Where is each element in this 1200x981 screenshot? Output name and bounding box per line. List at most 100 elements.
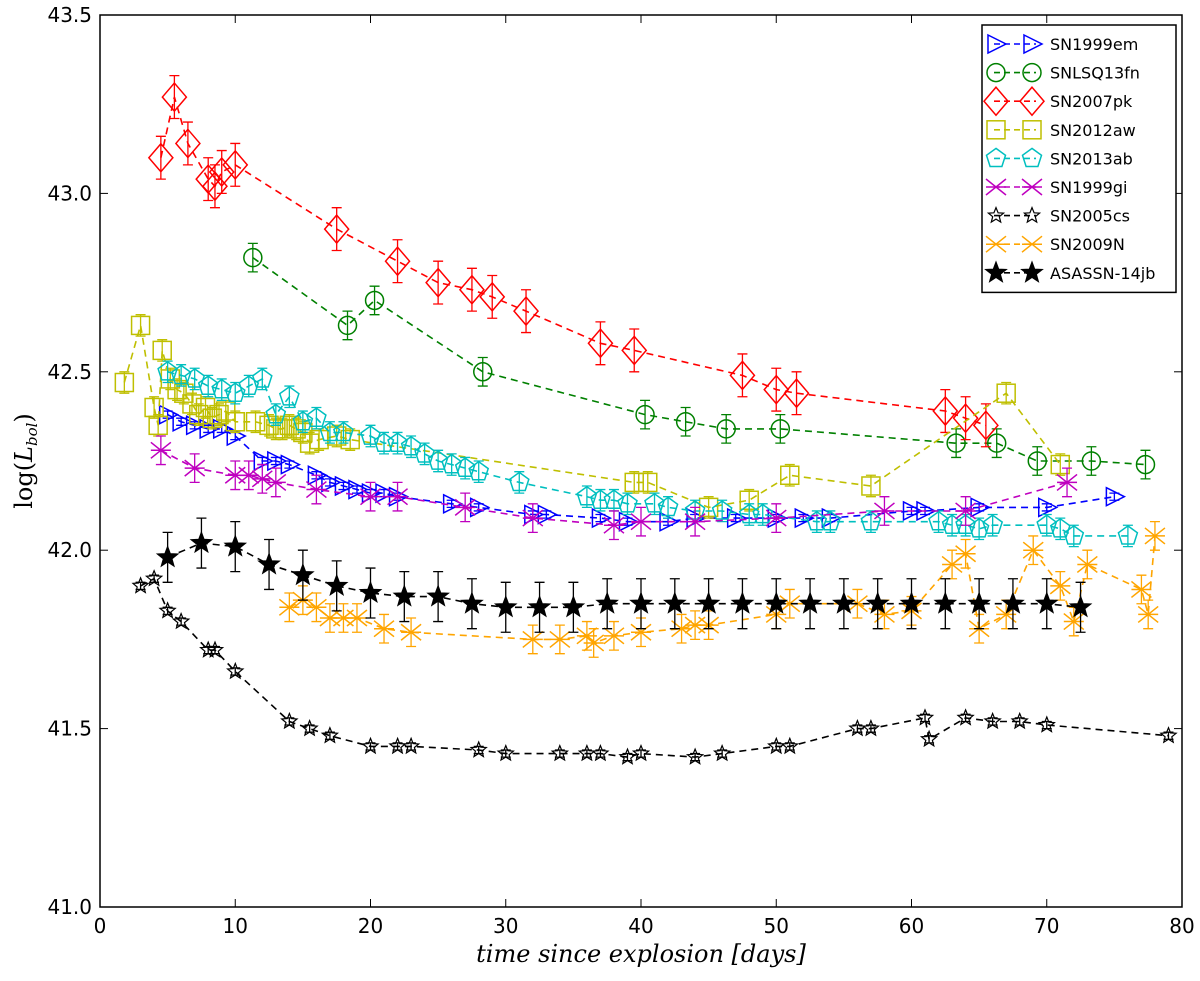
data-point-sn2012aw-26 [624, 472, 644, 493]
legend-marker-right-asassn-14jb [1020, 260, 1044, 283]
data-point-sn1999gi-8 [387, 488, 409, 506]
data-point-sn1999em-20 [591, 507, 613, 529]
data-point-sn2009n-9 [549, 630, 571, 648]
data-point-sn2005cs-0 [131, 576, 150, 594]
data-point-sn1999gi-3 [238, 466, 260, 484]
legend-entry-sn2007pk: SN2007pk [983, 86, 1133, 117]
data-point-sn2013ab-32 [738, 503, 760, 524]
data-point-sn2005cs-5 [205, 640, 225, 658]
data-point-sn2009n-27 [1049, 577, 1071, 595]
data-point-sn2007pk-8 [384, 246, 411, 277]
data-point-asassn-14jb-14 [629, 591, 653, 614]
data-point-sn2007pk-10 [458, 274, 485, 305]
data-point-sn2013ab-7 [251, 367, 273, 388]
data-point-sn2005cs-23 [780, 736, 799, 755]
data-point-snlsq13fn-5 [675, 412, 696, 432]
data-point-asassn-14jb-27 [1068, 594, 1093, 618]
series-line-sn2012aw [123, 325, 1061, 509]
data-point-sn2012aw-11 [202, 408, 223, 428]
plot-area [114, 75, 1178, 765]
data-point-sn2013ab-23 [508, 471, 530, 492]
data-point-sn2013ab-34 [806, 510, 828, 531]
series-sn2012aw [114, 314, 1071, 519]
error-bar-sn2012aw-11 [207, 406, 218, 430]
data-point-sn2005cs-7 [280, 711, 299, 730]
legend-entry-sn1999em: SN1999em [987, 33, 1138, 55]
data-point-asassn-14jb-26 [1034, 591, 1059, 614]
data-point-sn2013ab-44 [1063, 524, 1085, 545]
y-axis-label: log(Lbol) [10, 413, 41, 509]
data-point-sn2007pk-19 [952, 403, 979, 434]
data-point-sn1999em-31 [1038, 497, 1059, 518]
legend-marker-right-sn2009n [1021, 235, 1043, 253]
data-point-sn2013ab-35 [819, 510, 841, 531]
x-tick-label-7: 70 [1034, 914, 1059, 938]
legend-label-sn1999em: SN1999em [1050, 35, 1138, 54]
data-point-sn2007pk-20 [972, 410, 999, 441]
y-axis-label-prefix: log( [10, 462, 38, 509]
x-tick-label-8: 80 [1169, 914, 1194, 938]
error-bar-sn2012aw-32 [1001, 381, 1012, 405]
y-tick-label-4: 43.0 [47, 181, 92, 205]
legend-marker-left-sn2005cs [986, 205, 1006, 224]
data-point-sn2005cs-6 [226, 661, 245, 680]
data-point-sn2012aw-0 [114, 372, 135, 393]
data-point-sn2013ab-43 [1049, 517, 1071, 538]
data-point-sn1999em-8 [280, 454, 302, 475]
legend-marker-right-sn2007pk [1019, 86, 1045, 117]
series-sn2007pk [147, 75, 999, 448]
data-point-sn2013ab-20 [441, 453, 463, 474]
data-point-snlsq13fn-4 [635, 404, 655, 425]
error-bar-sn2012aw-0 [119, 371, 130, 394]
data-point-sn1999gi-4 [251, 470, 273, 488]
data-point-sn2013ab-24 [576, 485, 598, 506]
data-point-asassn-14jb-0 [155, 544, 180, 568]
data-point-snlsq13fn-9 [986, 433, 1007, 453]
data-point-asassn-14jb-1 [189, 530, 214, 554]
series-sn1999gi [150, 435, 1078, 541]
data-point-sn2013ab-19 [427, 450, 449, 470]
data-point-sn2009n-6 [373, 620, 395, 638]
data-point-sn1999em-1 [172, 411, 193, 432]
data-point-sn1999em-10 [321, 472, 342, 493]
data-point-snlsq13fn-8 [946, 433, 966, 453]
data-point-asassn-14jb-22 [899, 591, 924, 614]
data-point-sn2007pk-0 [147, 142, 174, 173]
data-point-sn2005cs-17 [591, 743, 610, 762]
data-point-sn2012aw-20 [286, 419, 306, 439]
data-point-sn2007pk-15 [729, 360, 756, 391]
data-point-sn2005cs-25 [861, 718, 881, 737]
data-point-sn2012aw-6 [167, 379, 187, 400]
x-tick-label-6: 60 [899, 914, 924, 938]
data-point-sn1999gi-13 [684, 513, 706, 531]
data-point-sn2005cs-15 [550, 743, 570, 762]
data-point-sn2005cs-12 [401, 736, 421, 755]
data-point-sn2012aw-27 [638, 472, 658, 493]
data-point-sn2007pk-5 [208, 156, 235, 188]
data-point-sn2013ab-15 [373, 432, 395, 453]
legend-label-sn2009n: SN2009N [1050, 235, 1125, 254]
data-point-sn1999gi-10 [522, 509, 544, 527]
x-tick-label-0: 0 [94, 914, 107, 938]
series-line-sn2013ab [167, 371, 1128, 537]
data-point-sn2005cs-20 [685, 747, 705, 765]
legend-marker-right-sn1999gi [1021, 178, 1043, 196]
legend-label-sn1999gi: SN1999gi [1050, 178, 1127, 197]
data-point-sn2005cs-8 [300, 718, 319, 737]
data-point-sn1999gi-15 [873, 502, 895, 520]
data-point-sn1999gi-9 [454, 498, 476, 516]
error-bar-sn2012aw-28 [703, 496, 714, 519]
data-point-sn2009n-8 [522, 630, 544, 648]
data-point-asassn-14jb-6 [358, 580, 383, 604]
data-point-sn2013ab-33 [752, 503, 774, 524]
data-point-sn1999gi-1 [184, 459, 206, 477]
error-bar-sn2012aw-14 [230, 410, 241, 434]
data-point-sn2005cs-19 [631, 744, 651, 762]
data-point-sn2012aw-32 [996, 383, 1016, 403]
data-point-sn2013ab-40 [968, 517, 990, 538]
data-point-sn1999em-32 [1105, 486, 1127, 507]
data-point-asassn-14jb-10 [493, 594, 518, 618]
data-point-sn1999gi-16 [955, 502, 977, 520]
legend-entry-snlsq13fn: SNLSQ13fn [986, 62, 1140, 83]
data-point-sn2012aw-31 [861, 476, 881, 496]
